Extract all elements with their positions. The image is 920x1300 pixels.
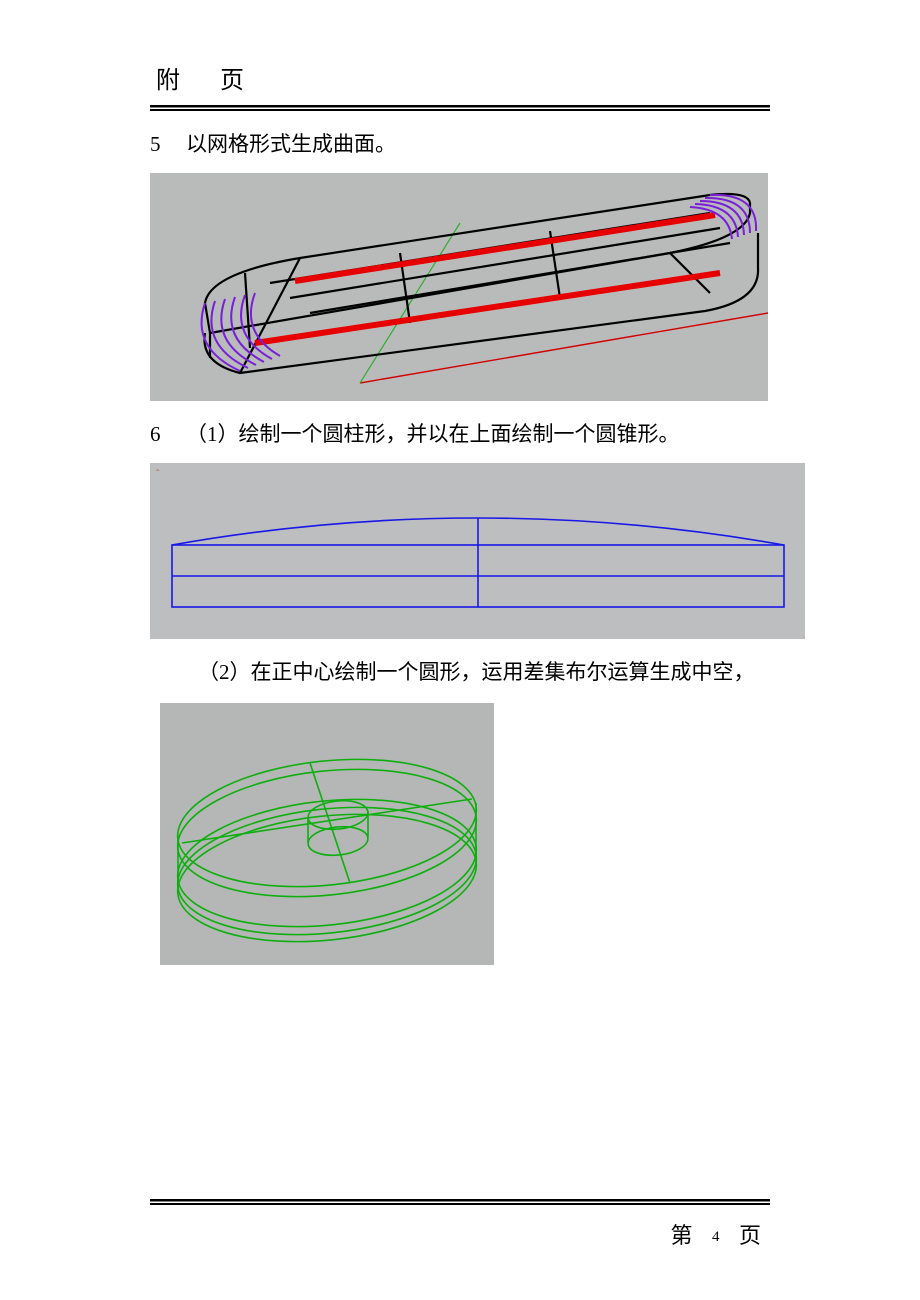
step-5-number: 5 (150, 125, 168, 165)
figure-2-cylinder-cone-side: ˆ (150, 463, 805, 639)
page-number-suffix: 页 (739, 1223, 765, 1248)
step-6-number: 6 (150, 415, 168, 455)
step-5-text: 以网格形式生成曲面。 (186, 125, 396, 165)
page-number-prefix: 第 (670, 1223, 696, 1248)
step-6-text: （1）绘制一个圆柱形，并以在上面绘制一个圆锥形。 (186, 415, 680, 455)
figure-1-wireframe-surface (150, 173, 768, 401)
header-rule (150, 105, 770, 111)
page-number: 第 4 页 (670, 1218, 765, 1250)
page-header-title: 附页 (150, 60, 770, 95)
step-5: 5 以网格形式生成曲面。 (150, 125, 770, 165)
page-number-value: 4 (706, 1229, 730, 1245)
step-6-sub2: （2）在正中心绘制一个圆形，运用差集布尔运算生成中空， (150, 653, 770, 693)
figure-3-boolean-disc (160, 703, 494, 965)
step-6: 6 （1）绘制一个圆柱形，并以在上面绘制一个圆锥形。 (150, 415, 770, 455)
footer-rule (150, 1199, 770, 1205)
